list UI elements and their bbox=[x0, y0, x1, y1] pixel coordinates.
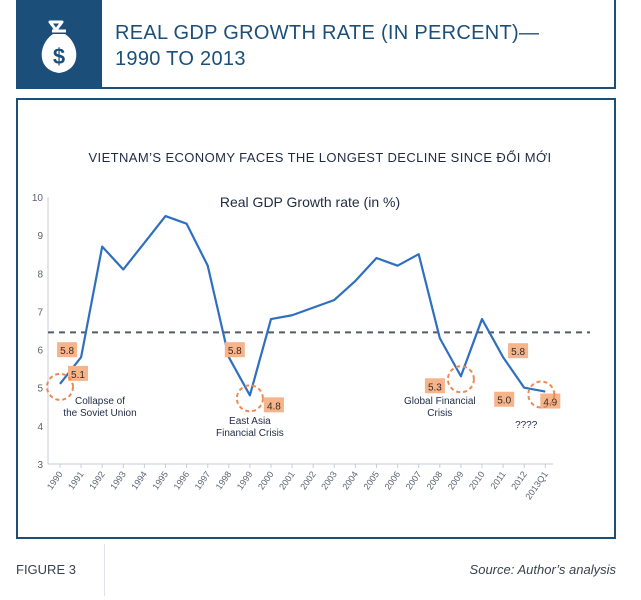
y-tick-label: 7 bbox=[37, 307, 43, 318]
svg-text:$: $ bbox=[53, 44, 65, 69]
crisis-highlight-circle bbox=[46, 372, 74, 401]
title-line-2: 1990 TO 2013 bbox=[115, 48, 246, 70]
x-tick-label: 1991 bbox=[66, 469, 86, 491]
crisis-highlight-circle bbox=[446, 365, 475, 394]
data-label-box bbox=[424, 378, 445, 394]
data-label-box bbox=[508, 343, 529, 359]
annotation-text: Crisis bbox=[427, 408, 452, 419]
y-tick-label: 8 bbox=[37, 269, 43, 280]
footer-divider bbox=[104, 544, 105, 596]
chart-heading: VIETNAM’S ECONOMY FACES THE LONGEST DECL… bbox=[88, 150, 551, 165]
data-label-box bbox=[68, 365, 88, 381]
x-tick-label: 2002 bbox=[298, 469, 318, 491]
annotation-text: the Soviet Union bbox=[63, 408, 136, 419]
annotation-text: Financial Crisis bbox=[216, 428, 284, 439]
x-tick-label: 1997 bbox=[193, 469, 213, 491]
x-tick-label: 1996 bbox=[172, 469, 192, 491]
y-tick-label: 6 bbox=[37, 346, 43, 357]
y-tick-label: 4 bbox=[37, 422, 43, 433]
x-tick-label: 2008 bbox=[425, 469, 445, 491]
x-tick-label: 1998 bbox=[214, 469, 234, 491]
x-tick-label: 2000 bbox=[256, 469, 276, 491]
x-tick-label: 2009 bbox=[446, 469, 466, 491]
x-tick-label: 1992 bbox=[87, 469, 107, 491]
x-tick-label: 2001 bbox=[277, 469, 297, 491]
x-tick-label: 2010 bbox=[467, 469, 487, 491]
data-label-box bbox=[263, 397, 284, 413]
data-label-box bbox=[57, 342, 78, 358]
data-label: 4.8 bbox=[267, 401, 281, 412]
money-bag-icon: $ bbox=[41, 20, 77, 73]
data-label: 5.8 bbox=[228, 346, 242, 357]
annotation-text: ???? bbox=[515, 420, 538, 431]
x-tick-label: 1994 bbox=[129, 469, 149, 491]
y-tick-label: 5 bbox=[37, 384, 43, 395]
x-tick-label: 1999 bbox=[235, 469, 255, 491]
x-tick-label: 2006 bbox=[383, 469, 403, 491]
crisis-highlight-circle bbox=[235, 384, 264, 413]
figure-label: FIGURE 3 bbox=[16, 562, 76, 577]
chart-frame bbox=[16, 98, 616, 539]
y-tick-label: 9 bbox=[37, 231, 43, 242]
source-note: Source: Author’s analysis bbox=[469, 562, 616, 577]
x-tick-label: 1995 bbox=[150, 469, 170, 491]
chart-title: Real GDP Growth rate (in %) bbox=[220, 194, 400, 210]
annotation-text: Collapse of bbox=[75, 396, 125, 407]
x-tick-label: 2005 bbox=[361, 469, 381, 491]
y-tick-label: 3 bbox=[37, 460, 43, 471]
x-tick-label: 1993 bbox=[108, 469, 128, 491]
data-label: 5.8 bbox=[511, 347, 525, 358]
data-label: 5.8 bbox=[60, 346, 74, 357]
header-icon-box: $ bbox=[16, 0, 102, 89]
data-label: 5.0 bbox=[497, 396, 511, 407]
data-label-box bbox=[540, 393, 561, 409]
x-tick-label: 2004 bbox=[340, 469, 360, 491]
x-tick-label: 2012 bbox=[509, 469, 529, 491]
x-tick-label: 1990 bbox=[45, 469, 65, 491]
data-label-box bbox=[494, 391, 515, 407]
y-tick-label: 10 bbox=[32, 193, 44, 204]
annotation-text: Global Financial bbox=[404, 396, 476, 407]
data-label: 5.3 bbox=[428, 382, 442, 393]
x-tick-label: 2003 bbox=[319, 469, 339, 491]
annotation-text: East Asia bbox=[229, 416, 271, 427]
crisis-highlight-circle bbox=[527, 380, 556, 409]
data-label-box bbox=[224, 342, 245, 358]
title-line-1: REAL GDP GROWTH RATE (IN PERCENT)— bbox=[115, 22, 540, 44]
gdp-series-line bbox=[59, 214, 546, 397]
data-label: 5.1 bbox=[71, 370, 85, 381]
page-title: REAL GDP GROWTH RATE (IN PERCENT)— 1990 … bbox=[115, 20, 595, 72]
x-tick-label: 2011 bbox=[488, 469, 507, 491]
x-tick-label: 2007 bbox=[404, 469, 424, 491]
